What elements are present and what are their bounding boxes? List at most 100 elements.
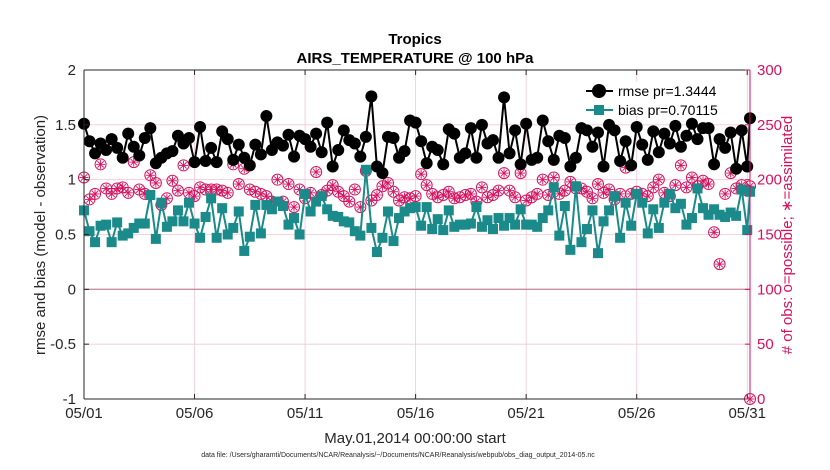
obs-assimilated-stroke <box>467 190 475 198</box>
rmse-point <box>326 160 339 173</box>
rmse-point <box>348 137 361 150</box>
bias-point <box>233 206 244 217</box>
bias-point <box>537 213 548 224</box>
obs-assimilated-point <box>499 168 509 178</box>
obs-assimilated-point <box>715 259 725 269</box>
bias-point <box>289 213 300 224</box>
obs-assimilated-stroke <box>517 169 525 177</box>
obs-assimilated-stroke <box>213 186 221 194</box>
obs-possible-point <box>420 179 433 192</box>
bias-point <box>532 221 543 232</box>
obs-assimilated-stroke <box>290 203 298 211</box>
obs-assimilated-point <box>389 187 399 197</box>
obs-assimilated-stroke <box>600 189 608 197</box>
obs-assimilated-point <box>676 160 686 170</box>
obs-assimilated-point <box>466 189 476 199</box>
obs-assimilated-stroke <box>257 190 265 198</box>
rmse-point <box>464 122 477 135</box>
obs-assimilated-point <box>538 175 548 185</box>
obs-assimilated-stroke <box>605 186 613 194</box>
obs-assimilated-stroke <box>671 181 679 189</box>
bias-point <box>604 205 615 216</box>
obs-assimilated-stroke <box>655 176 663 184</box>
obs-assimilated-point <box>311 167 321 177</box>
rmse-point <box>580 124 593 137</box>
obs-assimilated-point <box>372 190 382 200</box>
bias-point <box>416 220 427 231</box>
obs-possible-point <box>310 165 323 178</box>
rmse-point <box>448 127 461 140</box>
x-tick-label: 05/26 <box>618 405 656 422</box>
bias-point <box>454 219 465 230</box>
y-tick-label-right: 0 <box>757 391 765 408</box>
rmse-point <box>409 116 422 129</box>
rmse-point <box>592 126 605 139</box>
obs-assimilated-stroke <box>594 180 602 188</box>
obs-assimilated-stroke <box>461 191 469 199</box>
obs-assimilated-stroke <box>135 186 143 194</box>
obs-assimilated-point <box>328 180 338 190</box>
rmse-point <box>719 141 732 154</box>
rmse-point <box>166 145 179 158</box>
obs-assimilated-stroke <box>390 188 398 196</box>
bias-point <box>377 232 388 243</box>
bias-point <box>731 210 742 221</box>
obs-possible-point <box>674 159 687 172</box>
rmse-point <box>475 118 488 131</box>
bias-point <box>460 219 471 230</box>
obs-assimilated-point <box>134 185 144 195</box>
rmse-point <box>486 134 499 147</box>
obs-assimilated-stroke <box>445 188 453 196</box>
rmse-point <box>498 91 511 104</box>
rmse-point <box>669 119 682 132</box>
bias-point <box>521 219 532 230</box>
rmse-point <box>658 127 671 140</box>
obs-assimilated-point <box>549 172 559 182</box>
rmse-point <box>542 135 555 148</box>
y-tick-label-right: 50 <box>757 336 774 353</box>
rmse-point <box>133 149 146 162</box>
rmse-point <box>630 121 643 134</box>
obs-assimilated-point <box>698 176 708 186</box>
bias-point <box>698 203 709 214</box>
obs-assimilated-point <box>704 179 714 189</box>
rmse-point <box>304 140 317 153</box>
obs-assimilated-point <box>339 191 349 201</box>
obs-assimilated-point <box>90 189 100 199</box>
bias-point <box>648 204 659 215</box>
obs-assimilated-stroke <box>716 260 724 268</box>
rmse-point <box>100 144 113 157</box>
obs-assimilated-stroke <box>273 176 281 184</box>
obs-assimilated-point <box>289 202 299 212</box>
y-tick-label: 1.5 <box>55 117 76 134</box>
bias-point <box>128 222 139 233</box>
bias-point <box>714 209 725 220</box>
rmse-point <box>431 144 444 157</box>
obs-assimilated-stroke <box>417 170 425 178</box>
obs-assimilated-point <box>604 185 614 195</box>
bias-point <box>184 197 195 208</box>
obs-assimilated-point <box>449 193 459 203</box>
rmse-point <box>116 151 129 164</box>
rmse-point <box>122 127 135 140</box>
obs-assimilated-stroke <box>345 198 353 206</box>
bias-point <box>587 205 598 216</box>
obs-assimilated-stroke <box>202 186 210 194</box>
bias-point <box>255 228 266 239</box>
bias-point <box>360 164 371 175</box>
obs-assimilated-point <box>184 188 194 198</box>
bias-point <box>410 202 421 213</box>
obs-assimilated-stroke <box>86 195 94 203</box>
obs-assimilated-stroke <box>450 194 458 202</box>
bias-point <box>112 217 123 228</box>
obs-assimilated-stroke <box>329 181 337 189</box>
obs-assimilated-stroke <box>588 194 596 202</box>
obs-possible-point <box>509 191 522 204</box>
rmse-point <box>608 124 621 137</box>
bias-point <box>476 221 487 232</box>
obs-assimilated-stroke <box>428 190 436 198</box>
rmse-point <box>663 137 676 150</box>
x-tick-label: 05/31 <box>728 405 766 422</box>
obs-assimilated-point <box>510 192 520 202</box>
obs-assimilated-stroke <box>207 186 215 194</box>
